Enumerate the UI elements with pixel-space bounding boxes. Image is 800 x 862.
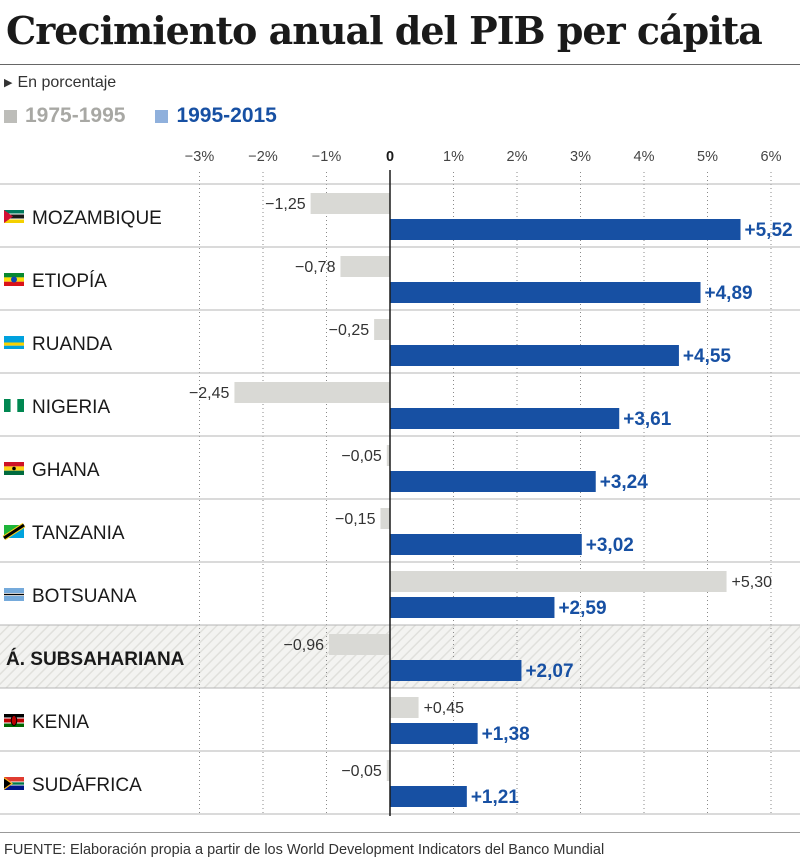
row-dividers	[0, 183, 800, 815]
bar-1995-2015	[390, 471, 596, 492]
bar-1975-1995	[386, 445, 390, 466]
bar-1995-2015	[390, 660, 522, 681]
value-label-1975-1995: −0,78	[295, 259, 336, 276]
category-label: RUANDA	[32, 334, 113, 355]
gridlines	[199, 172, 772, 816]
value-label-1995-2015: +2,07	[525, 661, 573, 682]
value-label-1975-1995: −1,25	[265, 196, 306, 213]
bar-1975-1995	[390, 571, 727, 592]
tick-label: −1%	[312, 149, 342, 165]
bar-1975-1995	[310, 193, 390, 214]
tick-label: −2%	[248, 149, 278, 165]
bar-1975-1995	[234, 382, 390, 403]
legend-swatch-gray	[4, 109, 17, 123]
value-label-1995-2015: +3,61	[623, 409, 672, 430]
tick-label: 5%	[697, 149, 718, 165]
category-label: MOZAMBIQUE	[32, 208, 162, 229]
value-label-1975-1995: −0,15	[335, 511, 376, 528]
title-divider	[0, 64, 800, 65]
category-label: ETIOPÍA	[32, 271, 107, 292]
bar-1995-2015	[390, 282, 701, 303]
ghana-flag-icon	[4, 462, 24, 475]
bar-1975-1995	[380, 508, 390, 529]
value-label-1975-1995: −0,25	[329, 322, 370, 339]
bar-1975-1995	[340, 256, 390, 277]
category-label: TANZANIA	[32, 523, 125, 544]
bar-chart: −3% −2% −1% 0 1% 2% 3% 4% 5% 6% MOZAMBIQUE ETIOPÍA…	[0, 149, 800, 816]
value-label-1975-1995: −0,05	[341, 448, 382, 465]
bar-1975-1995	[329, 634, 390, 655]
value-label-1975-1995: +0,45	[424, 700, 465, 717]
botswana-flag-icon	[4, 588, 24, 601]
bar-1995-2015	[390, 597, 555, 618]
value-label-1975-1995: −0,96	[284, 637, 325, 654]
value-label-1995-2015: +4,55	[683, 346, 732, 367]
category-label: BOTSUANA	[32, 586, 137, 607]
tick-label: −3%	[185, 149, 215, 165]
value-label-1995-2015: +2,59	[558, 598, 606, 619]
category-label: GHANA	[32, 460, 100, 481]
bar-1975-1995	[390, 697, 419, 718]
legend: 1975-1995 1995-2015	[4, 104, 277, 128]
category-label: NIGERIA	[32, 397, 110, 418]
value-label-1995-2015: +3,24	[600, 472, 649, 493]
tick-label: 4%	[634, 149, 655, 165]
tick-label: 2%	[507, 149, 528, 165]
legend-item-1995-2015: 1995-2015	[155, 104, 277, 128]
tick-label: 3%	[570, 149, 591, 165]
legend-label-1995-2015: 1995-2015	[176, 104, 277, 127]
kenya-flag-icon	[4, 714, 24, 727]
chart-title: Crecimiento anual del PIB per cápita	[6, 8, 763, 53]
legend-swatch-blue	[155, 109, 169, 123]
bar-1995-2015	[390, 723, 478, 744]
bar-1995-2015	[390, 345, 679, 366]
bar-1975-1995	[374, 319, 390, 340]
tick-label: 1%	[443, 149, 464, 165]
tick-label: 0	[386, 149, 394, 165]
tanzania-flag-icon	[2, 522, 26, 541]
value-label-1975-1995: −2,45	[189, 385, 230, 402]
x-axis-ticks: −3% −2% −1% 0 1% 2% 3% 4% 5% 6%	[185, 149, 782, 165]
value-label-1995-2015: +1,21	[471, 787, 520, 808]
triangle-right-icon: ▶	[4, 77, 13, 89]
tick-label: 6%	[761, 149, 782, 165]
rwanda-flag-icon	[4, 336, 24, 349]
legend-item-1975-1995: 1975-1995	[4, 104, 125, 128]
legend-label-1975-1995: 1975-1995	[25, 104, 126, 127]
chart-subtitle: ▶ En porcentaje	[4, 74, 116, 92]
subtitle-text: En porcentaje	[17, 74, 117, 91]
south-africa-flag-icon	[4, 777, 24, 790]
value-label-1975-1995: −0,05	[341, 763, 382, 780]
bars	[234, 193, 741, 807]
category-label: KENIA	[32, 712, 89, 733]
category-labels: MOZAMBIQUE ETIOPÍA RUANDA NIGERIA GHANA TANZA…	[2, 208, 185, 796]
mozambique-flag-icon	[4, 210, 24, 223]
ethiopia-flag-icon	[4, 273, 24, 286]
value-labels: −1,25 +5,52 −0,78 +4,89 −0,25 +4,55 −2,45 +3,61…	[189, 196, 793, 808]
value-label-1995-2015: +3,02	[586, 535, 634, 556]
bar-1995-2015	[390, 534, 582, 555]
bar-1975-1995	[386, 760, 390, 781]
source-note: FUENTE: Elaboración propia a partir de l…	[4, 842, 605, 858]
value-label-1975-1995: +5,30	[732, 574, 773, 591]
value-label-1995-2015: +4,89	[705, 283, 753, 304]
bar-1995-2015	[390, 408, 620, 429]
value-label-1995-2015: +5,52	[745, 220, 793, 241]
bar-1995-2015	[390, 219, 741, 240]
footer-divider	[0, 832, 800, 833]
nigeria-flag-icon	[4, 399, 24, 412]
bar-1995-2015	[390, 786, 467, 807]
category-label: Á. SUBSAHARIANA	[6, 648, 185, 670]
category-label: SUDÁFRICA	[32, 775, 142, 796]
value-label-1995-2015: +1,38	[482, 724, 530, 745]
